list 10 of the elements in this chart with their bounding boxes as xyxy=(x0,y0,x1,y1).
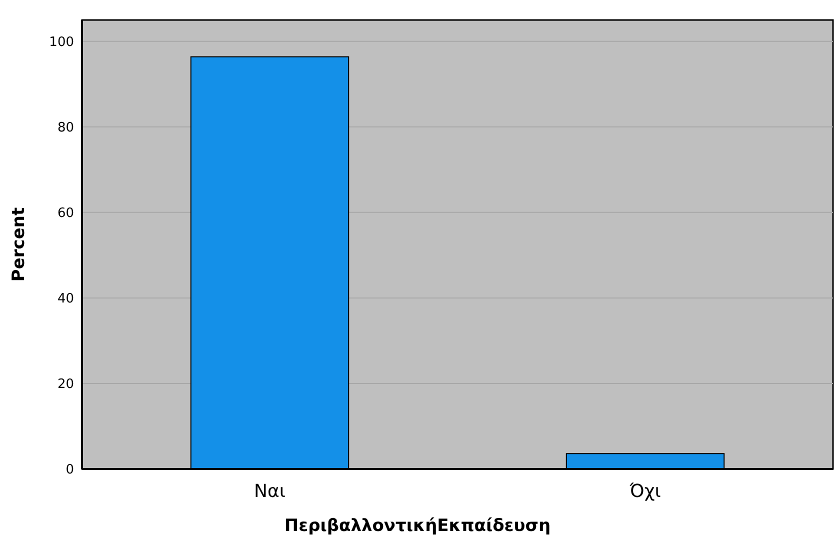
x-tick-label: Όχι xyxy=(628,481,661,502)
y-tick-label: 40 xyxy=(57,292,74,306)
y-tick-label: 0 xyxy=(66,462,74,478)
x-axis-title: ΠεριβαλλοντικήΕκπαίδευση xyxy=(284,516,551,536)
y-tick-label: 100 xyxy=(49,34,74,50)
y-axis-title: Percent xyxy=(9,207,29,282)
x-tick-label: Ναι xyxy=(254,481,286,502)
y-tick-label: 20 xyxy=(57,377,74,392)
y-tick-label: 80 xyxy=(57,120,74,136)
y-tick-label: 60 xyxy=(57,206,74,221)
